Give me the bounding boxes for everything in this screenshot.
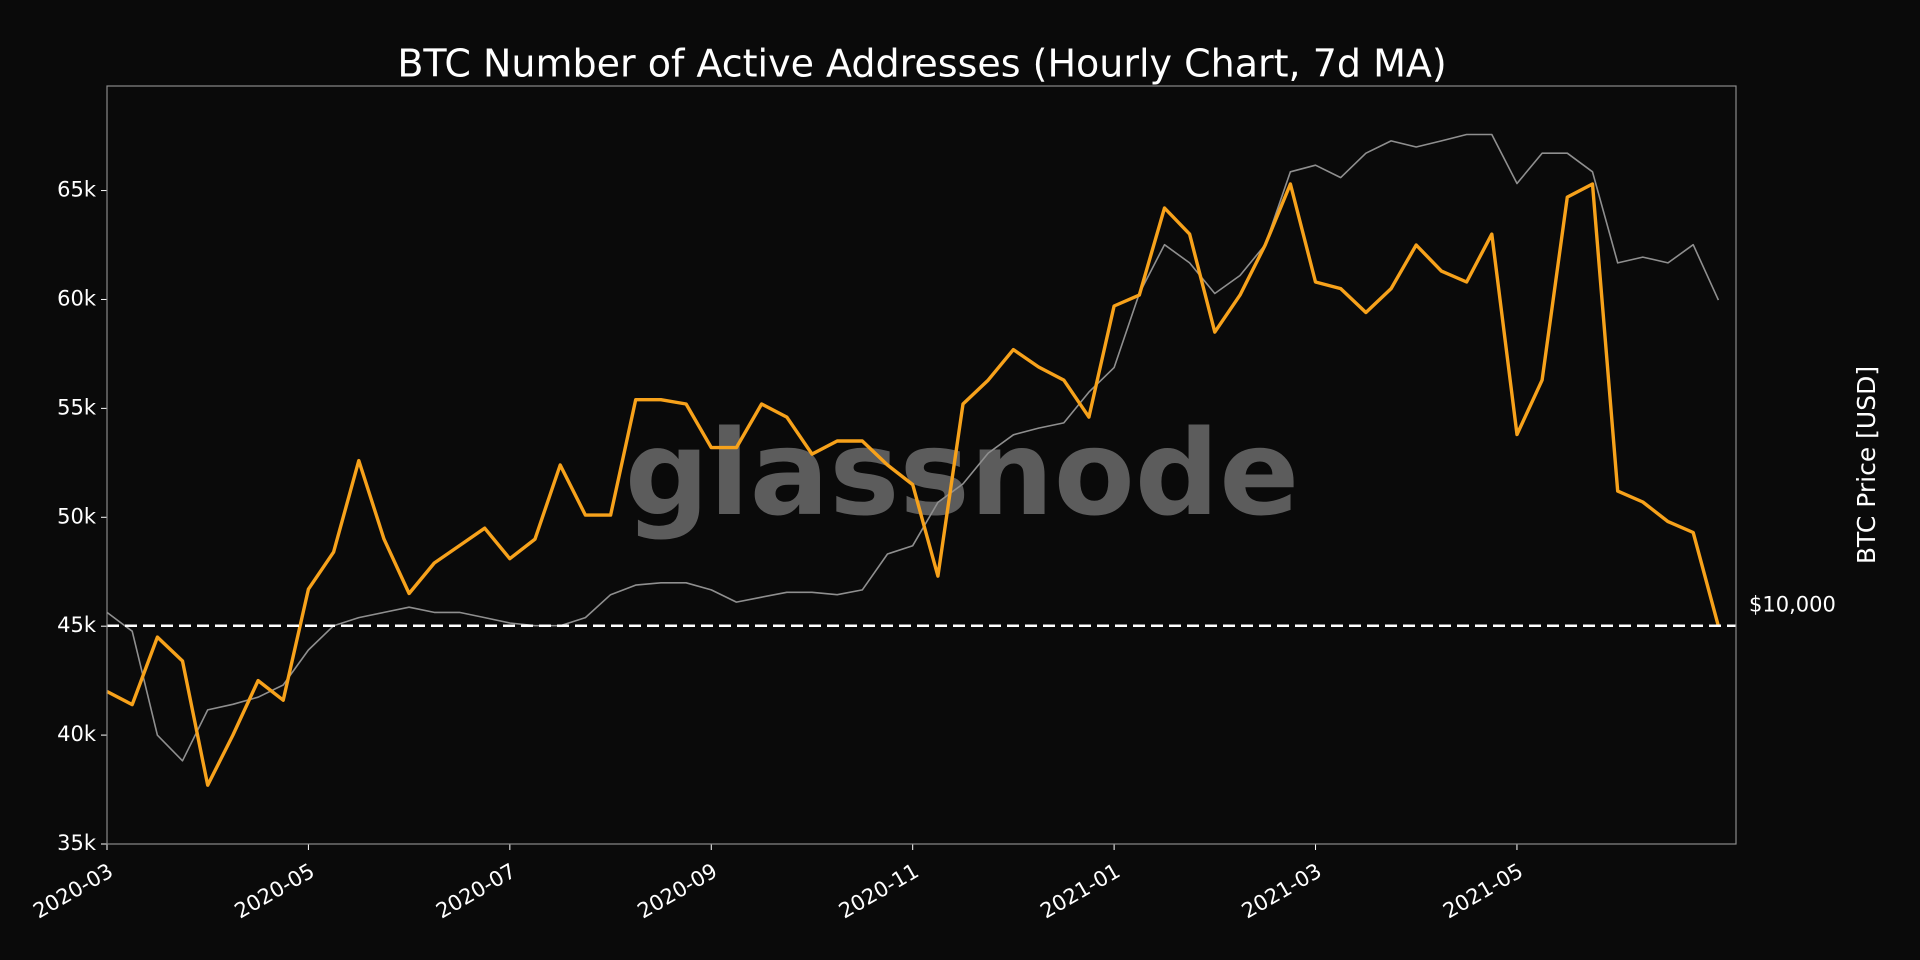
y-tick-label: 65k: [57, 178, 97, 202]
plot-frame: [106, 85, 1737, 845]
price-line: [106, 133, 1720, 762]
chart-title: BTC Number of Active Addresses (Hourly C…: [397, 42, 1446, 86]
y-tick-label: 40k: [57, 722, 97, 746]
watermark: glassnode: [625, 404, 1300, 542]
y-tick-label: 60k: [57, 286, 97, 310]
y2-tick-label: $10,000: [1749, 593, 1836, 617]
y-tick-label: 55k: [57, 395, 97, 419]
series-line: [106, 182, 1721, 787]
y-tick-label: 50k: [57, 504, 97, 528]
y-tick-label: 45k: [57, 613, 97, 637]
y2-axis-label: BTC Price [USD]: [1852, 366, 1881, 564]
y-tick-label: 35k: [57, 831, 97, 855]
